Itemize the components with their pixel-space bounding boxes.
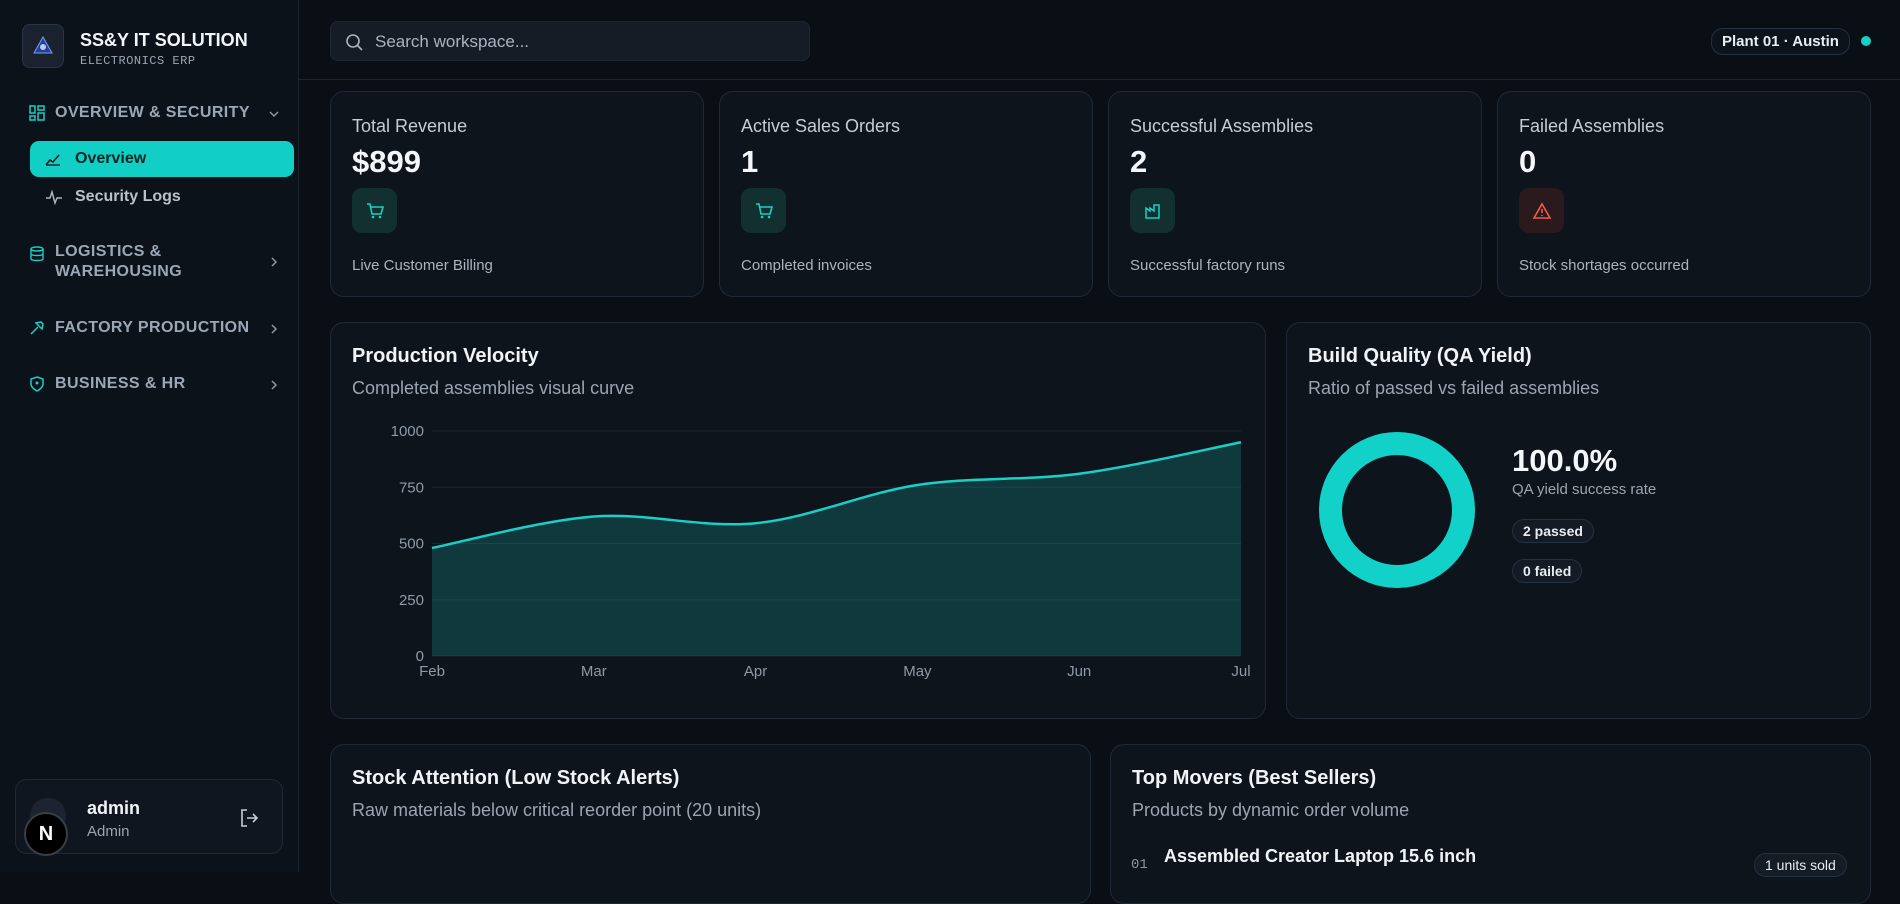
user-name: admin <box>87 798 141 818</box>
card-subtitle: Products by dynamic order volume <box>1132 800 1410 820</box>
icon <box>30 376 44 392</box>
qa-card: Build Quality (QA Yield) Ratio of passed… <box>1286 322 1871 719</box>
kpi-value: $899 <box>352 144 421 179</box>
user-role: Admin <box>87 823 130 840</box>
y-tick-label: 250 <box>399 592 424 609</box>
yield-caption: QA yield success rate <box>1512 481 1657 498</box>
area-line <box>431 441 1242 550</box>
area-fill <box>432 442 1241 656</box>
kpi-card: Active Sales Orders 1 Completed invoices <box>719 91 1093 297</box>
x-tick-label: Jul <box>1231 663 1250 680</box>
nav-section[interactable]: OVERVIEW & SECURITY <box>29 104 250 122</box>
velocity-card: Production Velocity Completed assemblies… <box>330 322 1266 719</box>
x-tick-label: Feb <box>419 663 445 680</box>
nav-item-label: Security Logs <box>75 188 181 205</box>
card-title: Production Velocity <box>352 345 539 367</box>
value-label: 2 passed <box>1512 519 1594 543</box>
kpi-icon <box>741 188 786 233</box>
status-dot <box>1861 36 1871 46</box>
kpi-value: 1 <box>741 144 759 179</box>
y-tick-label: 0 <box>416 648 424 665</box>
y-tick-label: 1000 <box>391 423 424 440</box>
sidebar: SS&Y IT SOLUTION ELECTRONICS ERP OVERVIE… <box>0 0 299 872</box>
movers-card: Top Movers (Best Sellers) Products by dy… <box>1110 744 1871 904</box>
search-icon <box>346 34 363 51</box>
kpi-icon <box>352 188 397 233</box>
donut-chart <box>1319 432 1475 588</box>
kpi-title: Total Revenue <box>352 116 468 136</box>
kpi-icon <box>1519 188 1564 233</box>
kpi-title: Successful Assemblies <box>1130 116 1314 136</box>
chevron <box>271 380 278 390</box>
logo-art <box>33 35 53 54</box>
card-subtitle: Raw materials below critical reorder poi… <box>352 800 762 820</box>
kpi-card: Successful Assemblies 2 Successful factory… <box>1108 91 1482 297</box>
yield-value: 100.0% <box>1512 443 1618 478</box>
x-tick-label: Apr <box>744 663 767 680</box>
icon <box>46 189 62 205</box>
donut-segment <box>1319 432 1475 588</box>
tagline: ELECTRONICS ERP <box>80 54 196 68</box>
icon <box>30 246 44 262</box>
sold-badge: 1 units sold <box>1754 853 1847 877</box>
x-tick-label: Jun <box>1067 663 1091 680</box>
icon <box>30 321 44 335</box>
card-subtitle: Completed assemblies visual curve <box>352 378 635 398</box>
chevron <box>269 111 279 118</box>
card-title: Stock Attention (Low Stock Alerts) <box>352 767 680 789</box>
nav-section[interactable]: BUSINESS & HR <box>29 375 186 393</box>
x-tick-label: Mar <box>581 663 607 680</box>
kpi-caption: Completed invoices <box>741 257 872 274</box>
logo <box>22 24 64 68</box>
chevron <box>271 257 278 267</box>
icon <box>1144 203 1160 219</box>
area-chart: 0 250 500 750 1000 Feb Mar Apr May Jun Jul <box>391 423 1251 680</box>
kpi-icon <box>1130 188 1175 233</box>
kpi-title: Active Sales Orders <box>741 116 901 136</box>
y-tick-label: 750 <box>399 479 424 496</box>
kpi-caption: Successful factory runs <box>1130 257 1286 274</box>
logout-button[interactable] <box>239 808 259 828</box>
kpi-value: 0 <box>1519 144 1537 179</box>
stock-card: Stock Attention (Low Stock Alerts) Raw m… <box>330 744 1091 904</box>
kpi-title: Failed Assemblies <box>1519 116 1665 136</box>
nav-section[interactable]: LOGISTICS & WAREHOUSING <box>29 242 205 282</box>
kpi-caption: Live Customer Billing <box>352 257 493 274</box>
nav-section-label: FACTORY PRODUCTION <box>55 319 250 336</box>
rank: 01 <box>1131 857 1148 873</box>
kpi-value: 2 <box>1130 144 1148 179</box>
nav-section[interactable]: FACTORY PRODUCTION <box>29 319 249 337</box>
search-box[interactable]: Search workspace... <box>330 21 810 61</box>
topbar: Search workspace... Plant 01 · Austin <box>299 0 1900 80</box>
kpi-card: Total Revenue $899 Live Customer Billing <box>330 91 704 297</box>
kpi-card: Failed Assemblies 0 Stock shortages occurr… <box>1497 91 1871 297</box>
search-placeholder: Search workspace... <box>375 32 530 51</box>
icon <box>366 202 384 218</box>
card-title: Top Movers (Best Sellers) <box>1132 767 1377 789</box>
nav-item-label: Overview <box>75 150 147 167</box>
icon <box>45 154 60 166</box>
card-title: Build Quality (QA Yield) <box>1308 345 1532 367</box>
dev-badge[interactable]: N <box>24 812 68 856</box>
icon <box>1532 201 1551 219</box>
y-tick-label: 500 <box>399 536 424 553</box>
brand: SS&Y IT SOLUTION <box>80 30 248 50</box>
chevron <box>271 324 278 334</box>
kpi-caption: Stock shortages occurred <box>1519 257 1690 274</box>
card-subtitle: Ratio of passed vs failed assemblies <box>1308 378 1600 398</box>
nav-section-label: LOGISTICS & WAREHOUSING <box>55 243 183 280</box>
product-name: Assembled Creator Laptop 15.6 inch <box>1164 846 1477 866</box>
nav-item-active[interactable]: Overview <box>30 141 294 177</box>
nav-section-label: OVERVIEW & SECURITY <box>55 104 250 121</box>
value-label: 0 failed <box>1512 559 1583 583</box>
nav-section-label: BUSINESS & HR <box>55 375 186 392</box>
icon <box>755 202 773 218</box>
location-pill[interactable]: Plant 01 · Austin <box>1711 28 1850 55</box>
icon <box>29 105 45 121</box>
x-tick-label: May <box>903 663 932 680</box>
nav-item[interactable]: Security Logs <box>30 180 294 214</box>
